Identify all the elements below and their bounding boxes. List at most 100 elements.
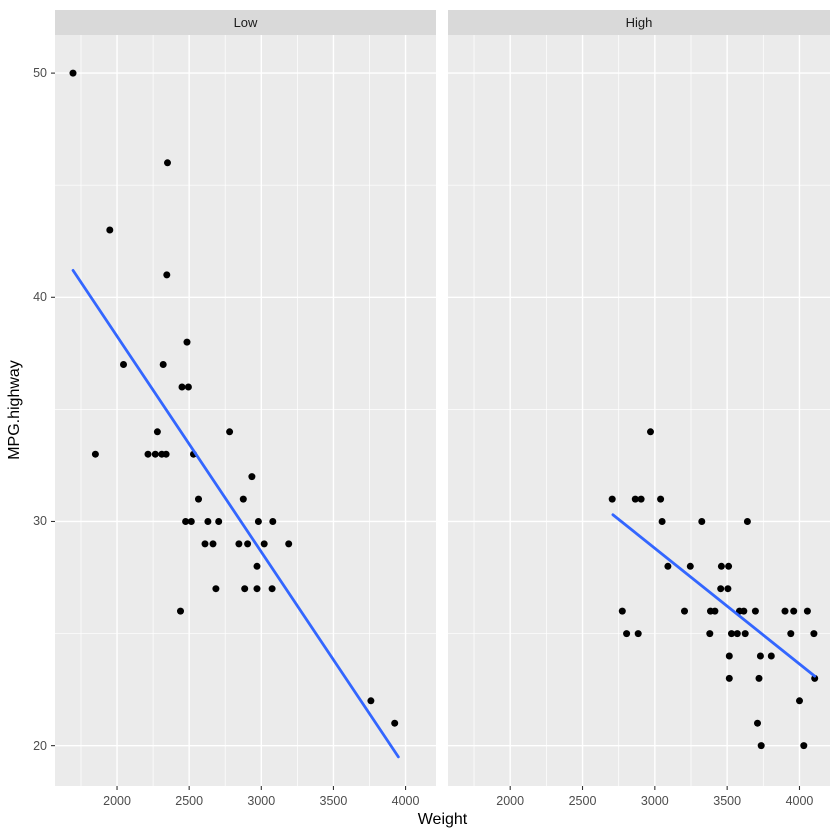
- data-point: [664, 562, 672, 570]
- facet-strip-low: Low: [55, 10, 436, 35]
- data-point: [253, 562, 261, 570]
- data-point: [144, 450, 152, 458]
- data-point: [195, 495, 202, 503]
- data-point: [787, 630, 795, 638]
- data-point: [164, 159, 171, 167]
- data-point: [755, 674, 763, 682]
- data-point: [686, 562, 694, 570]
- data-point: [631, 495, 639, 503]
- data-point: [725, 562, 733, 570]
- data-point: [757, 742, 765, 750]
- data-point: [796, 697, 803, 705]
- y-tick-label: 30: [33, 514, 47, 529]
- data-point: [254, 518, 262, 525]
- data-point: [657, 495, 665, 503]
- data-point: [239, 495, 247, 503]
- data-point: [226, 428, 234, 436]
- data-point: [260, 540, 268, 548]
- data-point: [637, 495, 645, 503]
- data-point: [711, 607, 719, 615]
- x-tick-label: 3500: [319, 794, 348, 808]
- x-tick-label: 2000: [496, 794, 525, 808]
- data-point: [268, 585, 276, 593]
- data-point: [754, 719, 761, 727]
- data-point: [698, 518, 706, 525]
- data-point: [681, 607, 688, 615]
- panel-background: [55, 35, 436, 786]
- data-point: [253, 585, 261, 593]
- y-tick-label: 20: [33, 738, 47, 753]
- data-point: [182, 518, 190, 525]
- x-tick-label: 2500: [175, 794, 204, 808]
- data-point: [151, 450, 159, 458]
- data-point: [159, 361, 167, 368]
- y-tick-label: 50: [33, 66, 47, 81]
- data-point: [269, 518, 277, 525]
- data-point: [187, 518, 195, 525]
- data-point: [391, 719, 399, 727]
- data-point: [106, 226, 114, 234]
- data-point: [367, 697, 375, 705]
- data-point: [724, 585, 732, 593]
- data-point: [725, 674, 733, 682]
- data-point: [608, 495, 616, 503]
- data-point: [647, 428, 654, 436]
- data-point: [767, 652, 775, 660]
- data-point: [725, 652, 733, 660]
- data-point: [204, 518, 212, 525]
- facet-strip-high: High: [448, 10, 830, 35]
- x-axis-title: Weight: [417, 811, 468, 828]
- x-tick-label: 4000: [785, 794, 814, 808]
- data-point: [811, 674, 819, 682]
- data-point: [162, 450, 170, 458]
- data-point: [781, 607, 789, 615]
- x-tick-label: 2500: [568, 794, 597, 808]
- data-point: [623, 630, 631, 638]
- panel-background: [448, 35, 830, 786]
- data-point: [235, 540, 243, 548]
- data-point: [120, 361, 127, 368]
- data-point: [800, 742, 808, 750]
- data-point: [756, 652, 764, 660]
- data-point: [741, 630, 749, 638]
- x-tick-label: 4000: [391, 794, 420, 808]
- trend-line: [611, 513, 817, 678]
- y-axis-title: MPG.highway: [6, 360, 23, 460]
- data-point: [618, 607, 626, 615]
- data-point: [91, 450, 99, 458]
- y-tick-label: 40: [33, 290, 47, 305]
- data-point: [706, 630, 714, 638]
- data-point: [717, 562, 725, 570]
- data-point: [658, 518, 666, 525]
- data-point: [241, 585, 249, 593]
- data-point: [728, 630, 735, 638]
- trend-line: [71, 268, 400, 759]
- data-point: [790, 607, 798, 615]
- data-point: [201, 540, 209, 548]
- x-tick-label: 3000: [640, 794, 669, 808]
- data-point: [285, 540, 293, 548]
- data-point: [184, 383, 192, 391]
- data-point: [743, 518, 751, 525]
- x-tick-label: 3000: [247, 794, 276, 808]
- data-point: [717, 585, 725, 593]
- x-tick-label: 3500: [713, 794, 742, 808]
- facet-label-low: Low: [233, 15, 258, 30]
- data-point: [163, 271, 171, 279]
- data-point: [212, 585, 220, 593]
- data-point: [733, 630, 741, 638]
- data-point: [244, 540, 252, 548]
- x-tick-label: 2000: [103, 794, 131, 808]
- data-point: [751, 607, 759, 615]
- data-point: [178, 383, 186, 391]
- data-point: [634, 630, 642, 638]
- data-point: [209, 540, 217, 548]
- data-point: [69, 69, 77, 77]
- data-point: [177, 607, 184, 615]
- data-point: [803, 607, 811, 615]
- data-point: [740, 607, 748, 615]
- data-point: [183, 338, 191, 346]
- data-point: [248, 473, 256, 481]
